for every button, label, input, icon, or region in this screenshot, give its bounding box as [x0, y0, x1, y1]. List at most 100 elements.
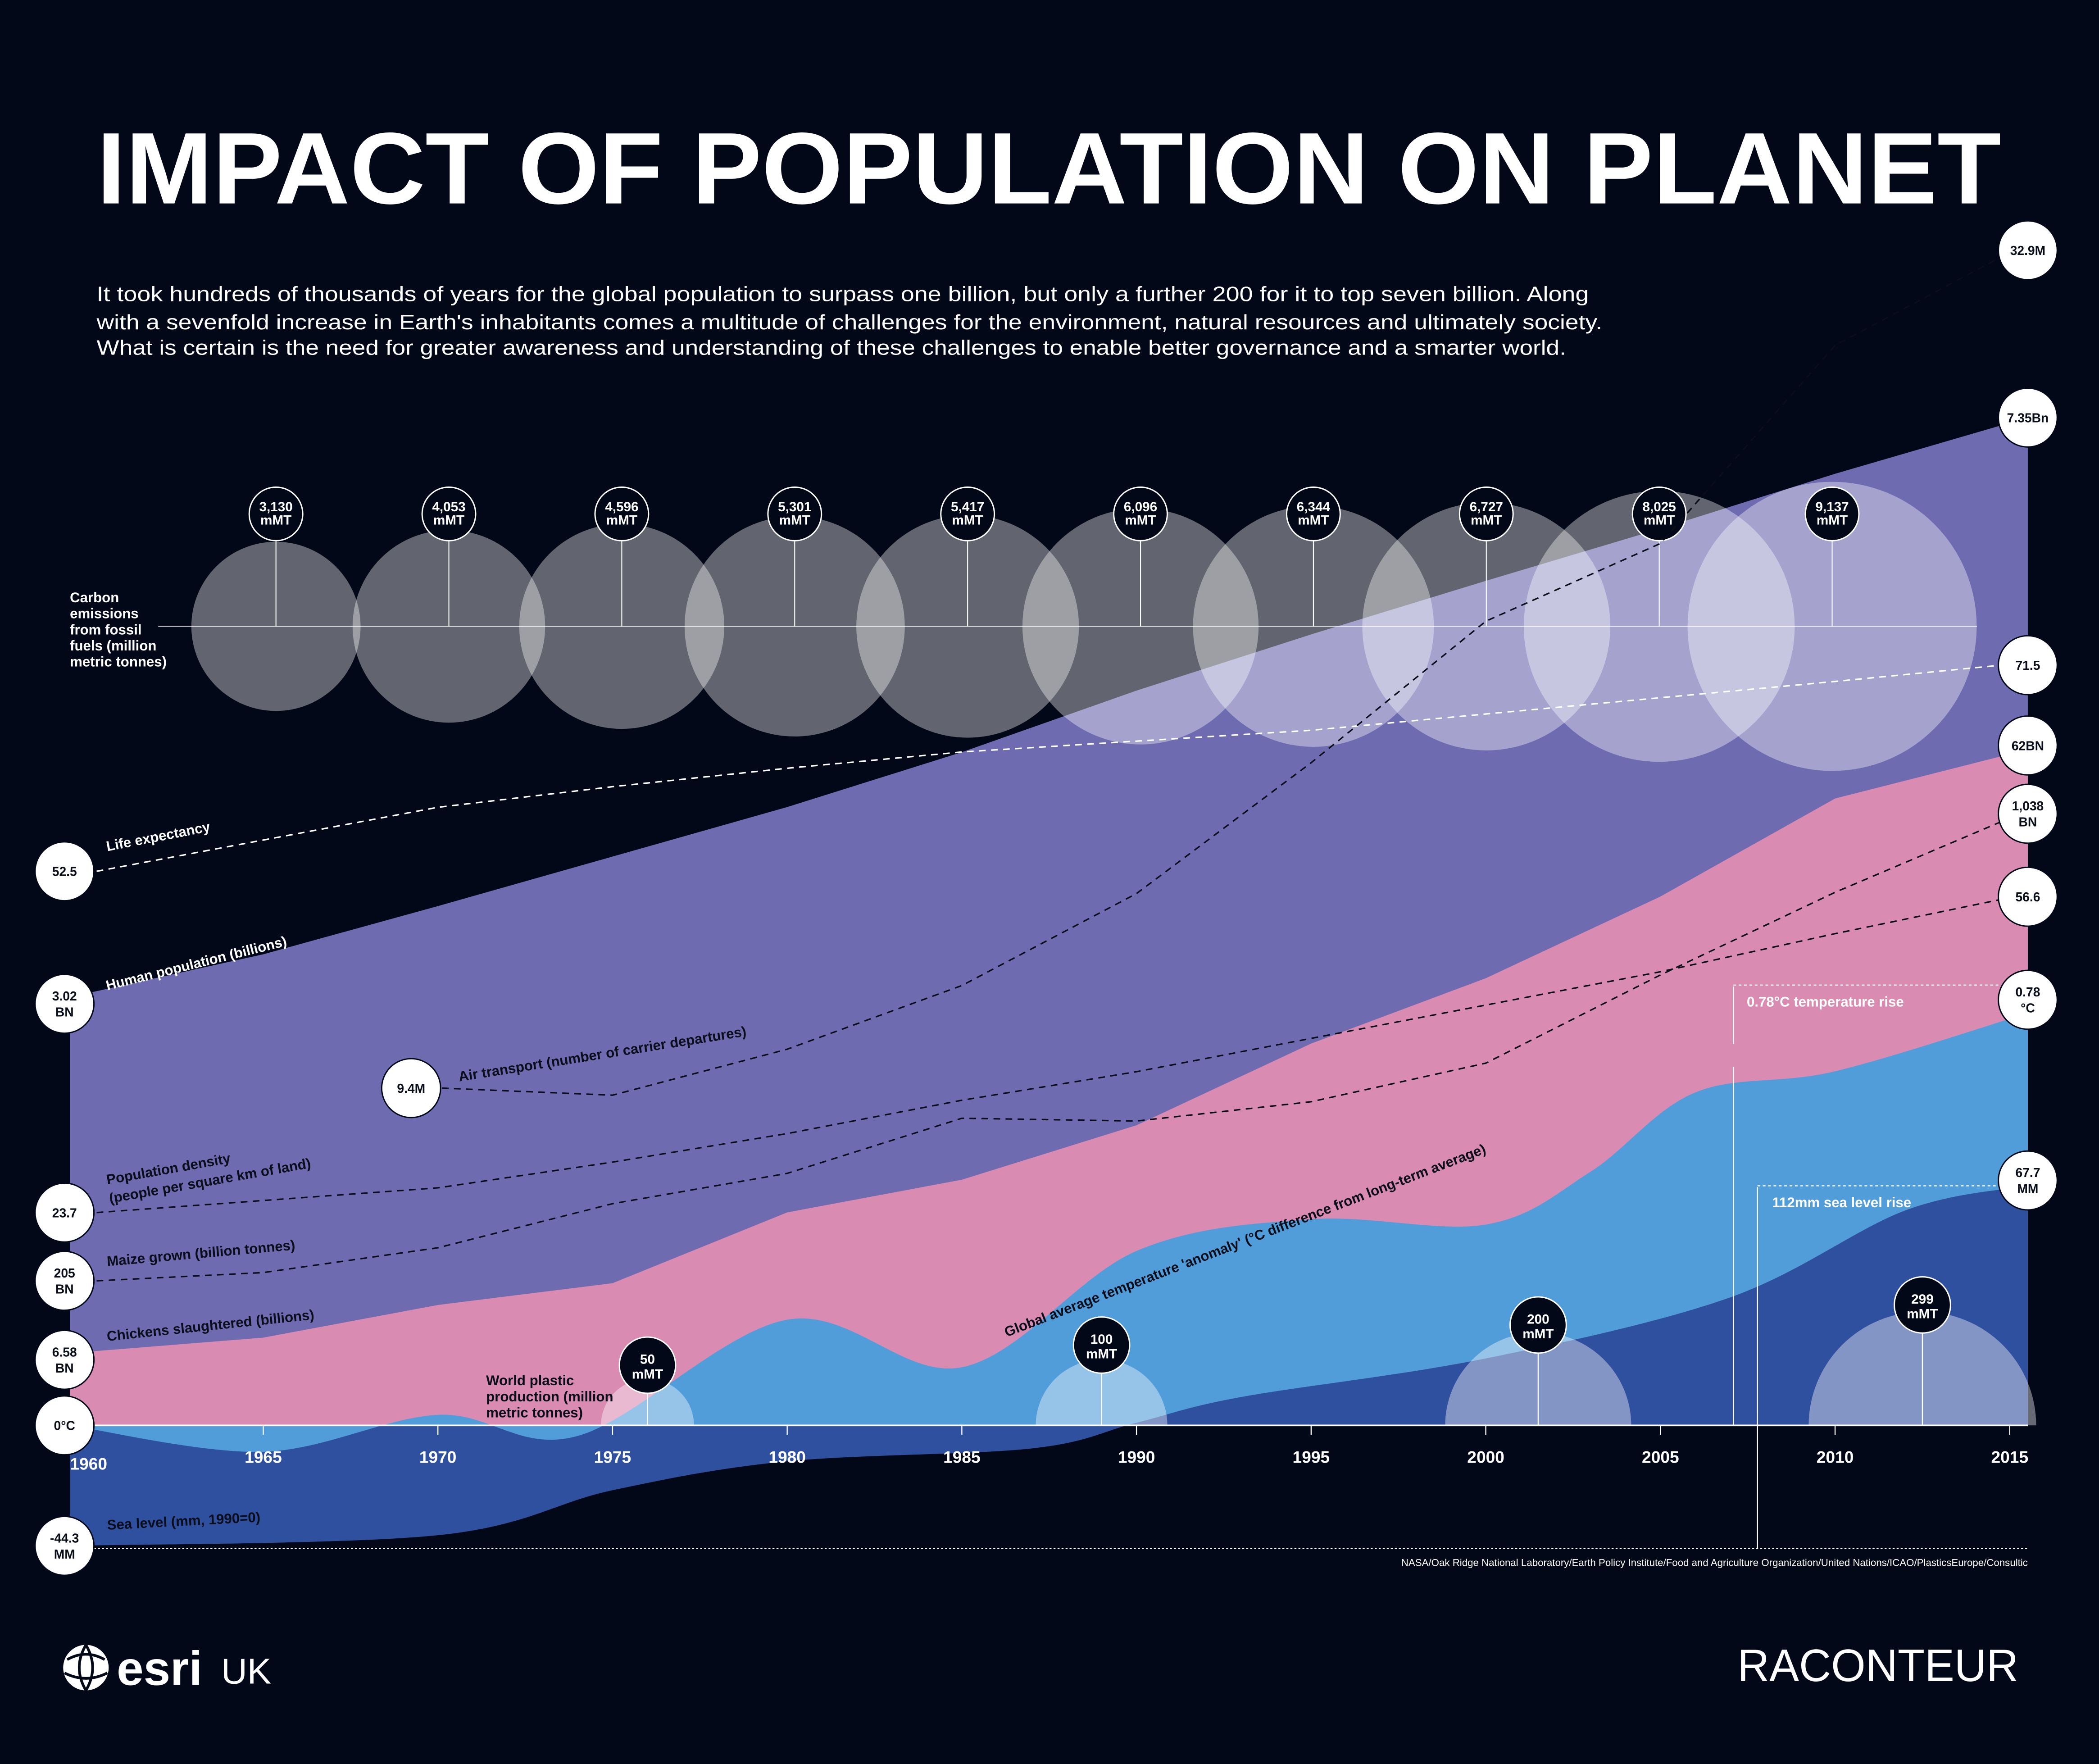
value-badge-text: BN — [55, 1361, 74, 1375]
label-carbon-line: metric tonnes) — [70, 654, 167, 670]
carbon-value-badge — [1804, 486, 1860, 541]
label-plastic-line: metric tonnes) — [486, 1405, 583, 1420]
value-badge — [34, 973, 95, 1034]
tick-label: 2000 — [1467, 1447, 1504, 1466]
label-carbon-line: Carbon — [70, 590, 119, 605]
plastic-unit: mMT — [1522, 1327, 1554, 1341]
value-badge-text: BN — [55, 1005, 74, 1019]
sea-rise-label: 112mm sea level rise — [1772, 1195, 1911, 1210]
maize-line — [96, 821, 2002, 1282]
carbon-unit: mMT — [1817, 513, 1848, 528]
carbon-unit: mMT — [1644, 513, 1675, 528]
tick-label: 1985 — [943, 1447, 981, 1466]
value-badge — [1998, 1150, 2058, 1211]
value-badge-text: 6.58 — [52, 1345, 77, 1359]
carbon-value: 5,417 — [951, 500, 984, 514]
plastic-value-badge — [618, 1336, 677, 1394]
value-badge-text: °C — [2021, 1001, 2035, 1015]
value-badge-text: -44.3 — [50, 1531, 79, 1545]
value-badge-text: BN — [55, 1282, 74, 1296]
raconteur-logo: RACONTEUR — [1737, 1641, 2018, 1691]
value-badge — [1998, 783, 2058, 844]
life-line — [96, 664, 2001, 872]
tick-label: 1975 — [594, 1447, 632, 1466]
carbon-value: 5,301 — [778, 500, 811, 514]
carbon-value: 4,053 — [432, 500, 465, 514]
label-carbon-line: from fossil — [70, 622, 141, 637]
carbon-value-badge — [767, 486, 822, 541]
carbon-value-badge — [1631, 486, 1687, 541]
esri-uk: UK — [221, 1651, 271, 1691]
globe-icon — [63, 1645, 109, 1691]
x-axis: 1960 1965 1970 1975 1980 1985 1990 1995 2000 2005… — [70, 1424, 2029, 1473]
value-badge — [1998, 220, 2058, 281]
intro-line: with a sevenfold increase in Earth's inh… — [96, 310, 1602, 334]
plastic-unit: mMT — [1086, 1347, 1117, 1362]
value-badge — [381, 1058, 441, 1118]
value-badge — [1998, 969, 2058, 1030]
value-badge — [34, 1395, 95, 1456]
carbon-value-badge — [594, 486, 650, 541]
value-badge-text: 3.02 — [52, 989, 77, 1003]
value-badge — [34, 1515, 95, 1576]
carbon-unit: mMT — [952, 513, 983, 528]
tick-label: 1980 — [768, 1447, 806, 1466]
carbon-bubbles: 3,130mMT4,053mMT4,596mMT5,301mMT5,417mMT… — [158, 482, 1977, 771]
carbon-value: 9,137 — [1815, 500, 1849, 514]
value-badge-text: BN — [2019, 815, 2037, 829]
plastic-value-badge — [1072, 1316, 1131, 1374]
temp-rise-label: 0.78°C temperature rise — [1747, 994, 1904, 1009]
carbon-unit: mMT — [606, 513, 637, 528]
carbon-value: 6,096 — [1124, 500, 1157, 514]
plastic-value-badge — [1509, 1296, 1567, 1354]
intro-text: It took hundreds of thousands of years f… — [96, 282, 1602, 359]
dashed-lines — [96, 256, 2002, 1282]
tick-label: 1960 — [70, 1454, 107, 1473]
carbon-unit: mMT — [433, 513, 464, 528]
label-life: Life expectancy — [105, 818, 212, 854]
label-carbon-line: fuels (million — [70, 638, 156, 654]
carbon-unit: mMT — [260, 513, 291, 528]
carbon-value: 6,727 — [1470, 500, 1503, 514]
value-badge-text: 0°C — [54, 1418, 75, 1433]
page-title: IMPACT OF POPULATION ON PLANET — [97, 112, 2001, 225]
tick-label: 1970 — [419, 1447, 457, 1466]
tick-label: 1965 — [245, 1447, 282, 1466]
value-badge-text: 9.4M — [397, 1081, 425, 1096]
value-badge — [34, 1182, 95, 1243]
carbon-bubble — [1193, 506, 1434, 747]
plastic-value: 299 — [1911, 1292, 1934, 1307]
plastic-value: 200 — [1527, 1312, 1549, 1327]
carbon-value-badge — [248, 486, 304, 541]
source-text: NASA/Oak Ridge National Laboratory/Earth… — [1401, 1557, 2028, 1568]
carbon-value: 3,130 — [259, 500, 292, 514]
tick-label: 2005 — [1642, 1447, 1679, 1466]
intro-line: It took hundreds of thousands of years f… — [97, 282, 1589, 306]
intro-line: What is certain is the need for greater … — [97, 336, 1566, 359]
sea-level-area — [70, 1186, 2028, 1546]
esri-logo: esri UK — [63, 1641, 271, 1696]
plastic-value-badge — [1894, 1276, 1951, 1334]
value-badge — [1998, 635, 2058, 696]
plastic-unit: mMT — [632, 1367, 663, 1382]
value-badge-text: 52.5 — [52, 864, 77, 879]
carbon-value-badge — [1458, 486, 1514, 541]
carbon-unit: mMT — [779, 513, 810, 528]
value-badge-text: 0.78 — [2015, 985, 2040, 999]
value-badge — [34, 1250, 95, 1311]
air-line — [442, 256, 2002, 1096]
carbon-value-badge — [940, 486, 995, 541]
value-badge — [34, 1329, 95, 1390]
carbon-value-badge — [421, 486, 477, 541]
tick-label: 2015 — [1991, 1447, 2029, 1466]
label-plastic-line: World plastic — [486, 1373, 574, 1388]
value-badge — [1998, 715, 2058, 776]
value-badges: 3.02 BN 7.35Bn 6.58 BN 62BN 0°C 0.78 °C -44.3 MM 67… — [34, 220, 2058, 1576]
value-badge-text: MM — [2017, 1182, 2038, 1196]
value-badge-text: 7.35Bn — [2007, 410, 2049, 425]
label-carbon: Carbon emissions from fossil fuels (mill… — [70, 590, 167, 670]
value-badge-text: 205 — [54, 1266, 75, 1280]
annotations — [70, 984, 2028, 1549]
plastic-value: 100 — [1090, 1332, 1113, 1347]
